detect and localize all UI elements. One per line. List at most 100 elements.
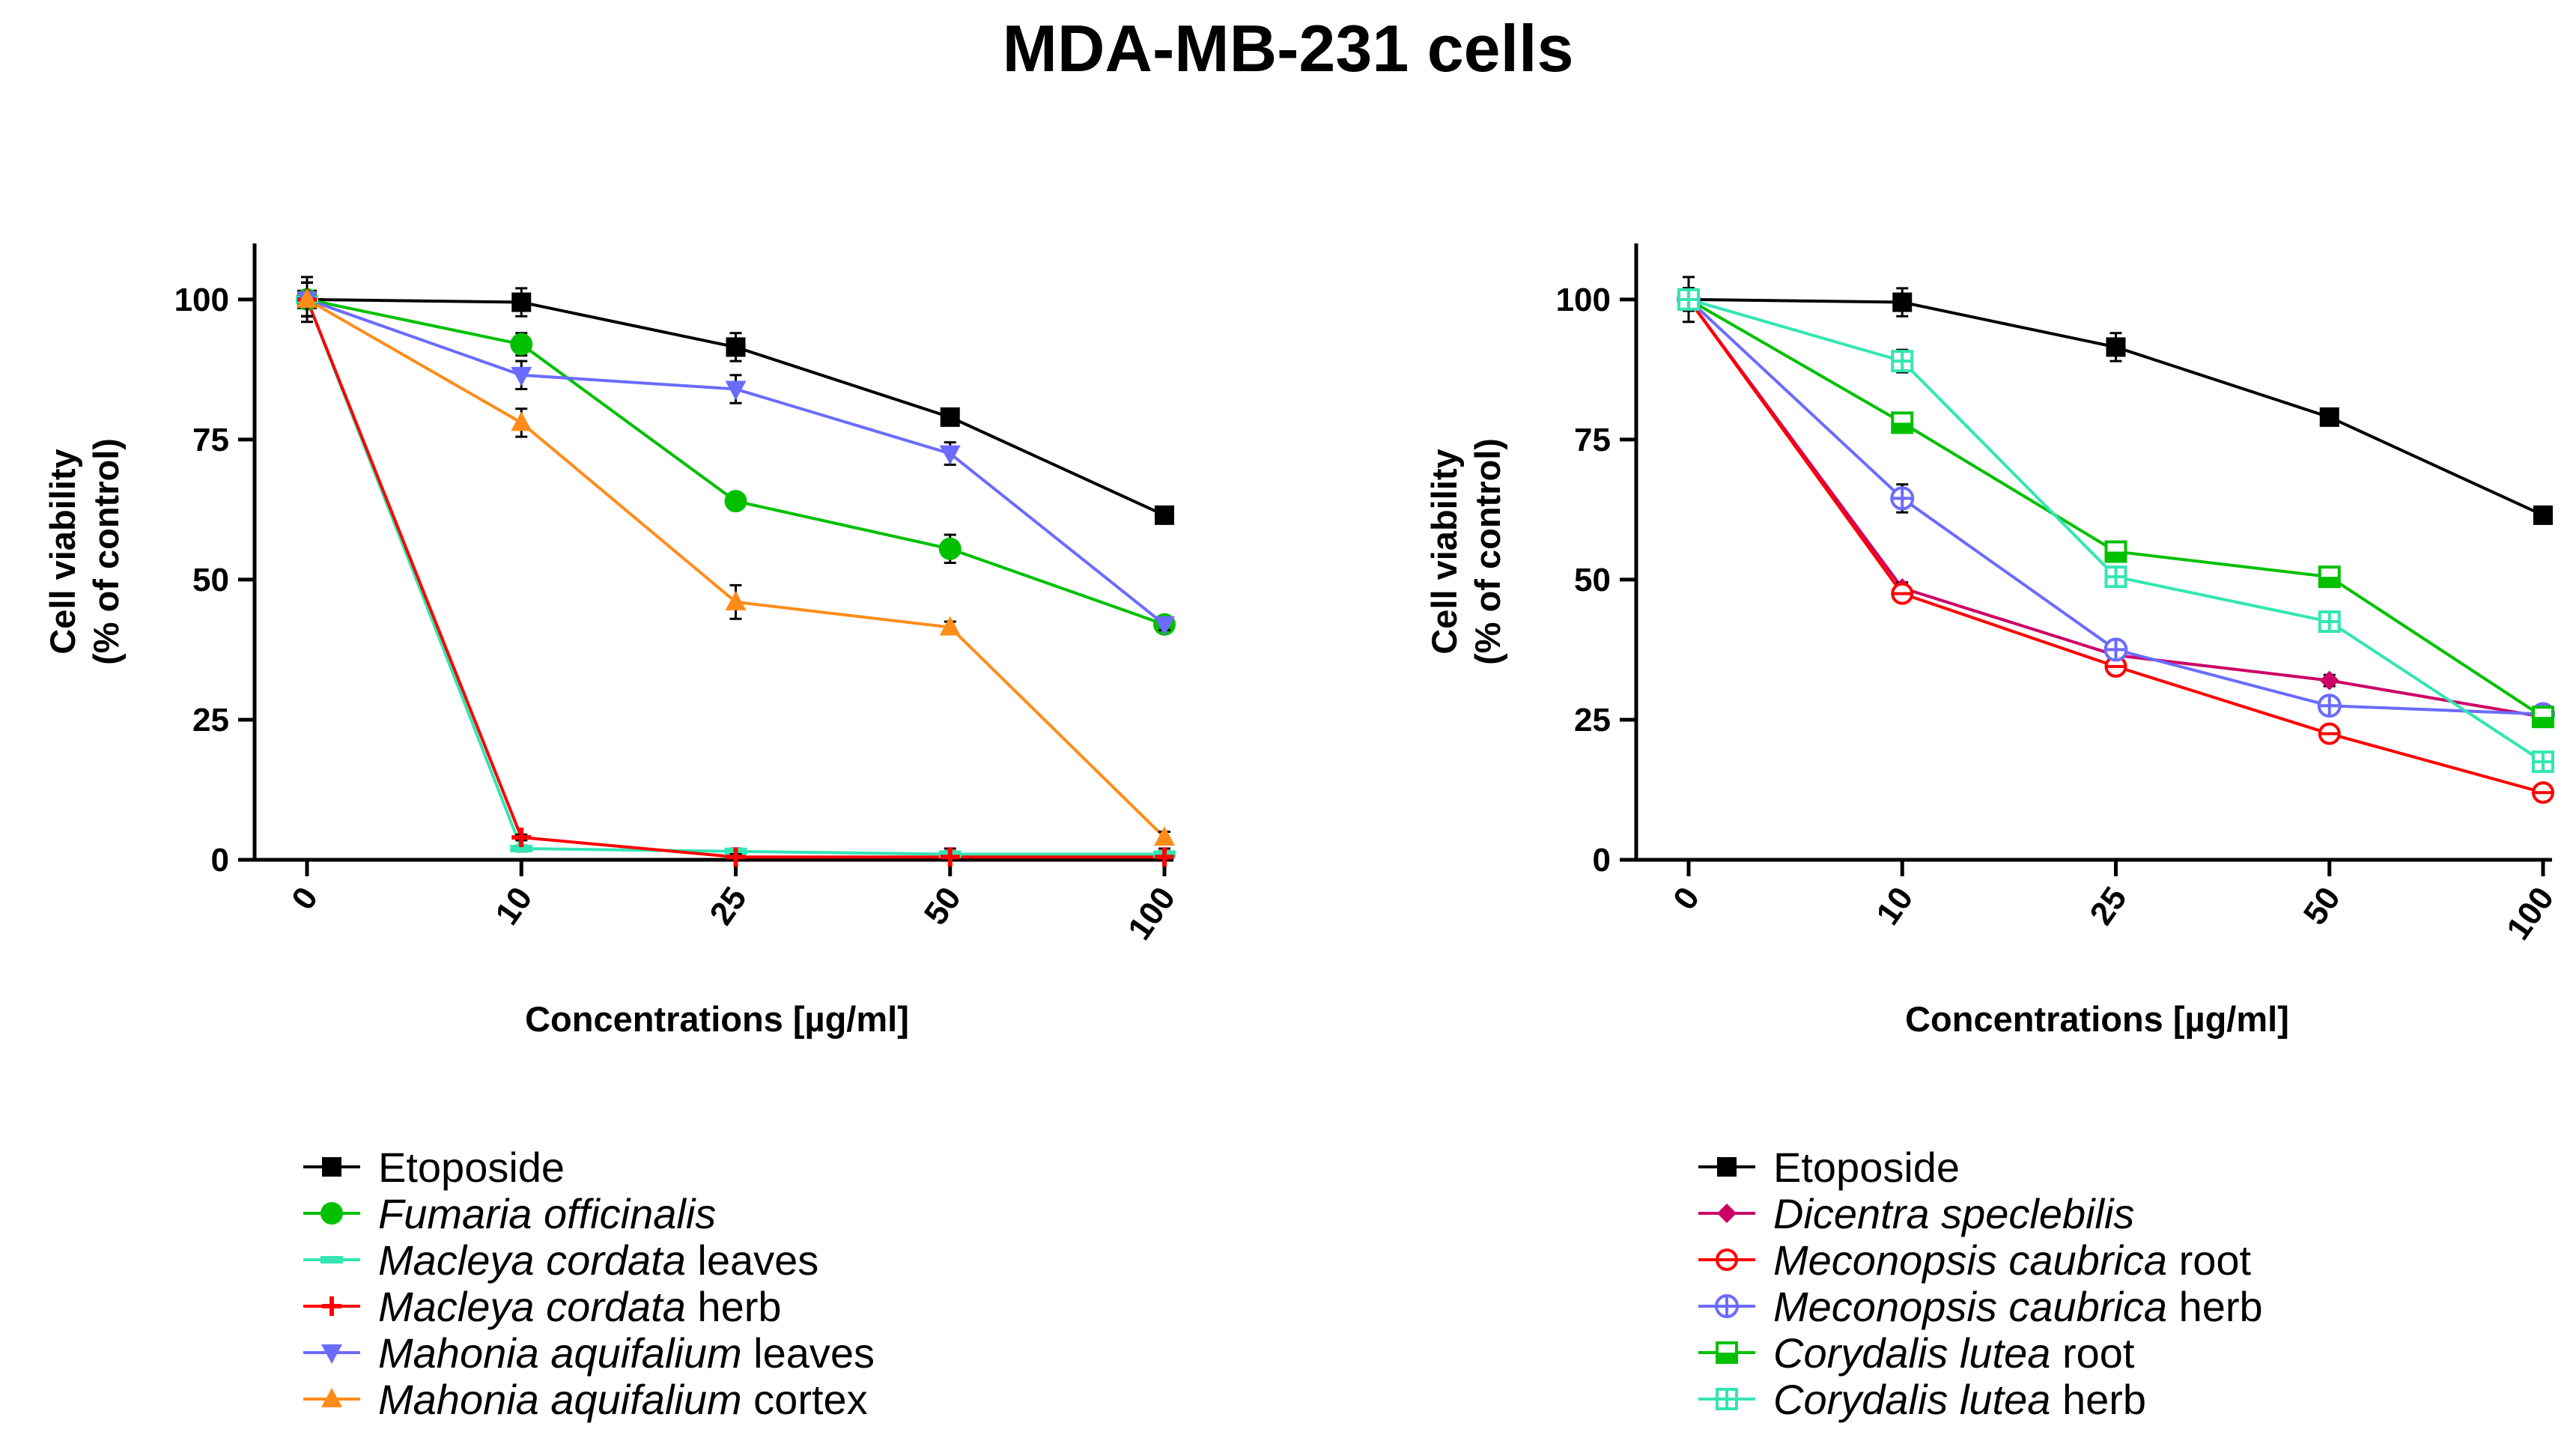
y-axis-label-line: (% of control) (86, 438, 126, 665)
legend-label: Etoposide (1773, 1144, 1960, 1191)
y-tick-label: 0 (211, 842, 229, 879)
legend-item-meconopsis-caubrica-root: Meconopsis caubrica root (1698, 1237, 2252, 1284)
data-point-etoposide (1155, 505, 1174, 525)
x-tick-label: 50 (917, 881, 968, 932)
legend-marker-fill (1717, 1353, 1737, 1362)
legend-label-part: Macleya cordata (378, 1283, 686, 1330)
legend-marker (1716, 1249, 1738, 1271)
legend-item-etoposide: Etoposide (303, 1144, 565, 1191)
legend-label-part: root (2050, 1329, 2134, 1377)
data-point-fumaria-officinalis (938, 537, 962, 560)
data-point-mahonia-aquifalium-leaves (1154, 616, 1175, 636)
legend-label-part: Corydalis lutea (1773, 1329, 2050, 1377)
x-axis-label: Concentrations [µg/ml] (1905, 999, 2289, 1039)
legend-item-macleya-cordata-herb: Macleya cordata herb (303, 1283, 782, 1330)
legend-item-fumaria-officinalis: Fumaria officinalis (303, 1190, 716, 1237)
data-point-corydalis-lutea-herb (1891, 350, 1914, 373)
data-point-fumaria-officinalis (510, 333, 533, 356)
x-tick-label: 50 (2297, 881, 2348, 932)
legend-label-part: root (2167, 1237, 2251, 1284)
legend-label-part: cortex (742, 1376, 868, 1423)
x-tick-label: 25 (2083, 881, 2133, 932)
data-point-etoposide (1892, 292, 1913, 312)
legend-label-part: Mahonia aquifalium (378, 1376, 742, 1423)
legend-marker (1716, 1341, 1738, 1364)
data-point-mahonia-aquifalium-cortex (725, 590, 747, 610)
series-mahonia-aquifalium-cortex (297, 281, 1175, 846)
data-point-etoposide (940, 407, 960, 427)
x-tick-label: 0 (285, 881, 325, 917)
data-point-etoposide (2319, 407, 2339, 427)
y-tick-label: 0 (1593, 842, 1611, 879)
legend-marker (321, 1344, 342, 1364)
series-line-corydalis-lutea-herb (1688, 297, 2545, 763)
legend-item-corydalis-lutea-root: Corydalis lutea root (1698, 1329, 2135, 1377)
y-tick-label: 25 (192, 702, 229, 738)
data-point-meconopsis-caubrica-herb (2317, 694, 2342, 718)
legend-label-part: Etoposide (378, 1144, 565, 1191)
data-point-macleya-cordata-herb (1155, 847, 1174, 867)
legend-item-meconopsis-caubrica-herb: Meconopsis caubrica herb (1698, 1283, 2263, 1330)
data-point-mahonia-aquifalium-leaves (511, 366, 532, 386)
legend-label: Macleya cordata leaves (378, 1237, 818, 1284)
data-point-meconopsis-caubrica-herb (2103, 637, 2128, 662)
data-point-macleya-cordata-herb (726, 847, 746, 867)
data-point-corydalis-lutea-root-fill (1892, 422, 1913, 433)
x-tick-label: 10 (1869, 881, 1920, 932)
data-point-mahonia-aquifalium-leaves (725, 380, 747, 401)
legend-label-part: herb (2167, 1283, 2263, 1330)
data-point-corydalis-lutea-root (2532, 706, 2554, 729)
legend-marker (322, 1157, 341, 1177)
data-point-corydalis-lutea-herb (2532, 750, 2554, 774)
legend-label-part: Meconopsis caubrica (1773, 1237, 2167, 1284)
legend-label: Mahonia aquifalium cortex (378, 1376, 868, 1423)
data-point-corydalis-lutea-root (2318, 565, 2341, 589)
data-point-mahonia-aquifalium-cortex (511, 411, 532, 431)
x-axis-label: Concentrations [µg/ml] (525, 999, 909, 1039)
legend-item-dicentra-speclebilis: Dicentra speclebilis (1698, 1190, 2134, 1237)
data-point-macleya-cordata-leaves (510, 845, 533, 853)
legend-label-part: Corydalis lutea (1773, 1376, 2050, 1423)
data-point-mahonia-aquifalium-cortex (297, 288, 318, 308)
x-tick-label: 0 (1666, 881, 1707, 917)
data-point-macleya-cordata-herb-v (733, 847, 738, 867)
y-tick-label: 75 (192, 422, 229, 458)
data-point-macleya-cordata-herb (511, 828, 532, 848)
legend-label-part: leaves (686, 1237, 818, 1284)
legend-label-part: Macleya cordata (378, 1237, 686, 1284)
legend-marker (1715, 1294, 1739, 1318)
legend-marker (1716, 1388, 1738, 1410)
y-axis-label: Cell viability (% of control) (43, 438, 126, 665)
data-point-dicentra-speclebilis (2319, 670, 2339, 691)
data-point-meconopsis-caubrica-herb (1890, 486, 1915, 511)
y-tick-label: 75 (1574, 422, 1611, 458)
legend-marker (322, 1296, 341, 1316)
y-axis-label-line: (% of control) (1468, 438, 1507, 665)
legend-label: Corydalis lutea herb (1773, 1376, 2146, 1423)
legend-item-macleya-cordata-leaves: Macleya cordata leaves (303, 1237, 818, 1284)
legend-marker (321, 1388, 342, 1407)
legend-label: Fumaria officinalis (378, 1190, 716, 1237)
data-point-macleya-cordata-herb-v (1162, 847, 1167, 867)
data-point-mahonia-aquifalium-leaves (939, 445, 961, 465)
data-point-meconopsis-caubrica-root (2318, 722, 2341, 745)
legend-label: Meconopsis caubrica herb (1773, 1283, 2263, 1330)
legend-label-part: Fumaria officinalis (378, 1190, 716, 1237)
legend-label-part: Etoposide (1773, 1144, 1960, 1191)
data-point-mahonia-aquifalium-cortex (939, 616, 961, 636)
data-point-corydalis-lutea-root-fill (2533, 717, 2553, 727)
legend-label-part: Dicentra speclebilis (1773, 1190, 2134, 1237)
y-tick-label: 100 (174, 282, 229, 318)
x-tick-label: 100 (2500, 881, 2561, 947)
legend-label-part: herb (686, 1283, 782, 1330)
series-etoposide (1679, 276, 2553, 525)
legend-label: Etoposide (378, 1144, 565, 1191)
data-point-corydalis-lutea-root-fill (2319, 577, 2339, 587)
data-point-meconopsis-caubrica-root (2532, 781, 2554, 804)
legend-marker (1717, 1204, 1737, 1223)
y-axis-label: Cell viability (% of control) (1424, 438, 1507, 665)
legend-marker (321, 1202, 343, 1225)
data-point-corydalis-lutea-herb (1677, 288, 1700, 311)
